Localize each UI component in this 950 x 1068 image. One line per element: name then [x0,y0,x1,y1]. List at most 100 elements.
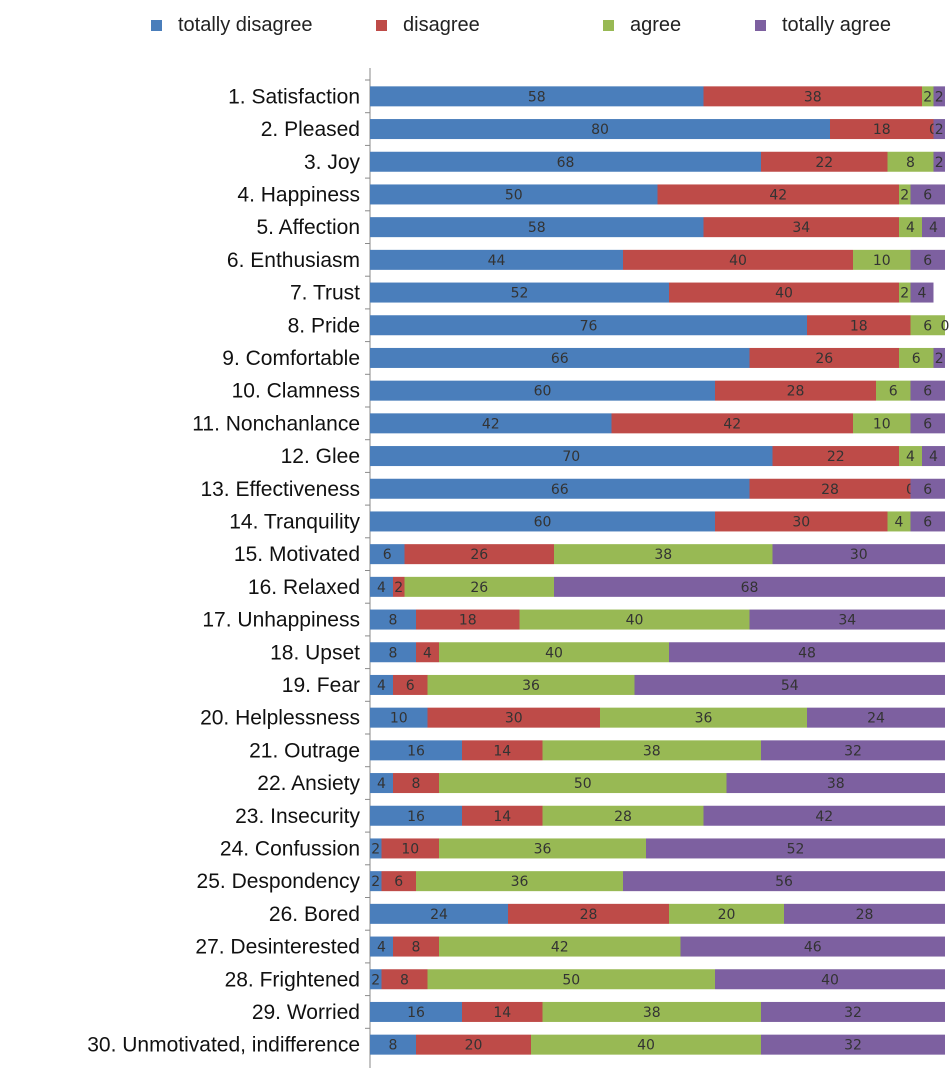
bar-segment-totally-disagree [370,740,462,761]
data-label-totally-disagree: 66 [551,482,569,498]
data-label-disagree: 28 [580,907,598,923]
data-label-totally-disagree: 4 [377,940,386,956]
data-label-agree: 36 [695,711,713,727]
bar-segment-totally-disagree [370,347,750,368]
bar-segment-totally-agree [933,151,945,172]
bar-segment-totally-disagree [370,1001,462,1022]
data-label-disagree: 22 [815,155,833,171]
category-label-27-desinterested: 27. Desinterested [195,936,360,959]
bar-segment-disagree [462,740,543,761]
data-label-disagree: 10 [401,841,419,857]
data-label-totally-disagree: 2 [371,972,380,988]
bar-segment-totally-disagree [370,282,669,303]
bar-segment-disagree [749,478,911,499]
bar-segment-totally-agree [726,773,945,794]
bar-segment-disagree [657,184,899,205]
data-label-totally-agree: 38 [827,776,845,792]
bar-segment-totally-disagree [370,478,750,499]
category-label-22-ansiety: 22. Ansiety [257,772,360,795]
data-label-totally-disagree: 58 [528,220,546,236]
bar-segment-totally-disagree [370,707,428,728]
bar-segment-agree [853,413,911,434]
data-label-disagree: 18 [850,318,868,334]
data-label-agree: 50 [574,776,592,792]
data-label-totally-disagree: 66 [551,351,569,367]
bar-segment-agree [887,151,934,172]
bar-segment-totally-disagree [370,151,761,172]
bar-segment-totally-agree [669,642,945,663]
bar-segment-agree [899,282,911,303]
bar-segment-totally-agree [933,119,945,140]
bar-segment-totally-agree [933,347,945,368]
bar-segment-disagree [761,151,888,172]
legend-item-agree: agree [603,14,681,37]
bar-segment-disagree [393,674,428,695]
data-label-disagree: 6 [406,678,415,694]
data-label-agree: 6 [889,384,898,400]
data-label-agree: 2 [900,286,909,302]
bar-segment-totally-agree [910,282,934,303]
data-label-totally-agree: 28 [856,907,874,923]
data-label-agree: 42 [551,940,569,956]
data-label-agree: 38 [654,547,672,563]
data-label-totally-disagree: 4 [377,580,386,596]
category-label-1-satisfaction: 1. Satisfaction [228,85,360,108]
legend-item-totally-agree: totally agree [755,14,891,37]
bar-segment-totally-agree [749,609,945,630]
category-label-13-effectiveness: 13. Effectiveness [200,478,360,501]
bar-segment-disagree [807,315,911,336]
data-label-totally-agree: 46 [804,940,822,956]
bar-segment-agree [439,838,646,859]
chart-legend: totally disagree disagree agree totally … [0,0,950,50]
data-label-disagree: 18 [459,613,477,629]
bar-segment-agree [427,969,715,990]
data-label-totally-agree: 2 [935,122,944,138]
data-label-disagree: 34 [792,220,810,236]
bar-segment-agree [416,871,623,892]
bar-segment-totally-agree [922,446,945,467]
bar-segment-agree [899,184,911,205]
bar-segment-disagree [715,511,888,532]
bar-segment-disagree [772,446,899,467]
data-label-totally-disagree: 76 [580,318,598,334]
data-label-disagree: 20 [465,1038,483,1054]
data-label-totally-disagree: 8 [389,613,398,629]
bar-segment-totally-agree [910,413,945,434]
bar-segment-agree [899,347,934,368]
bar-segment-totally-agree [910,511,945,532]
bar-segment-totally-agree [910,380,945,401]
bar-segment-totally-disagree [370,838,382,859]
legend-swatch-disagree [376,20,387,31]
data-label-totally-agree: 6 [923,384,932,400]
legend-item-disagree: disagree [376,14,480,37]
data-label-totally-agree: 2 [935,155,944,171]
bar-segment-totally-agree [646,838,945,859]
bar-segment-totally-agree [554,576,945,597]
data-label-agree: 38 [643,1005,661,1021]
bar-segment-agree [531,1034,761,1055]
category-label-25-despondency: 25. Despondency [197,870,361,893]
bar-segment-totally-disagree [370,511,715,532]
data-label-disagree: 26 [470,547,488,563]
data-label-totally-disagree: 8 [389,645,398,661]
category-label-10-clamness: 10. Clamness [232,380,360,403]
bar-segment-totally-agree [680,936,945,957]
data-label-totally-disagree: 4 [377,776,386,792]
data-label-agree: 40 [637,1038,655,1054]
data-label-disagree: 6 [394,874,403,890]
data-label-totally-agree: 48 [798,645,816,661]
data-label-agree: 26 [470,580,488,596]
data-label-agree: 6 [912,351,921,367]
data-label-totally-agree: 2 [935,351,944,367]
bar-segment-disagree [749,347,899,368]
data-label-totally-agree: 6 [923,514,932,530]
data-label-totally-agree: 6 [923,482,932,498]
bar-segment-totally-agree [761,1034,945,1055]
data-label-agree: 40 [626,613,644,629]
bar-segment-totally-disagree [370,969,382,990]
data-label-agree: 36 [522,678,540,694]
data-label-disagree: 2 [394,580,403,596]
data-label-totally-disagree: 16 [407,809,425,825]
data-label-disagree: 14 [493,809,511,825]
legend-label-totally-disagree: totally disagree [178,14,313,36]
